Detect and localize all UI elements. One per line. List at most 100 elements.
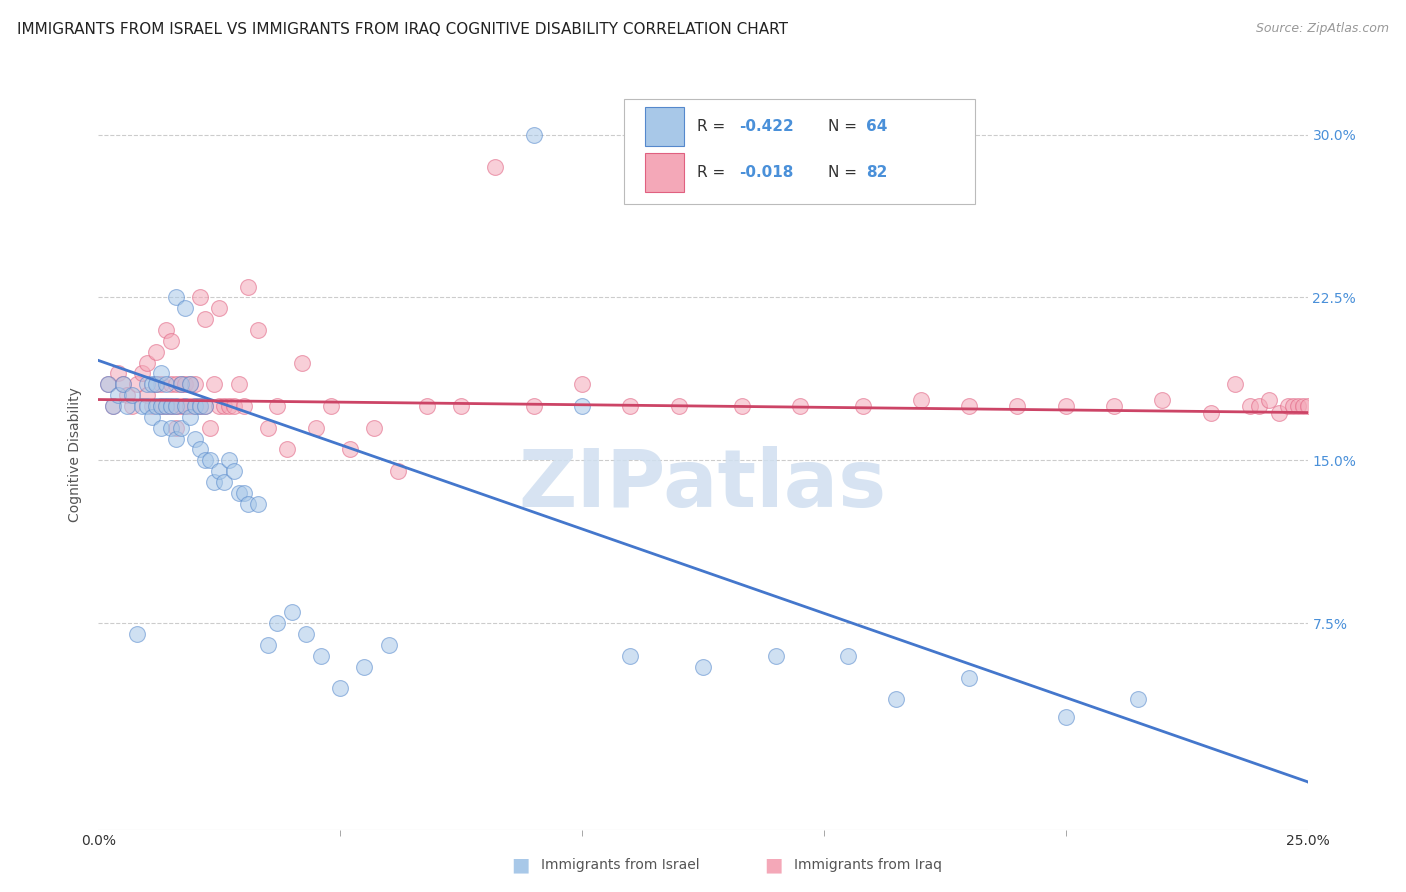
Point xyxy=(135,377,157,392)
Point xyxy=(141,377,163,392)
Point xyxy=(837,648,859,663)
Point xyxy=(160,334,183,348)
Text: -0.018: -0.018 xyxy=(740,165,793,180)
Point xyxy=(188,399,211,413)
Point xyxy=(222,399,245,413)
Point xyxy=(117,399,139,413)
Point xyxy=(218,399,240,413)
Point xyxy=(101,399,124,413)
Point xyxy=(1249,399,1271,413)
Point xyxy=(188,442,211,457)
Point xyxy=(165,399,187,413)
Point xyxy=(194,399,217,413)
Point xyxy=(387,464,409,478)
Y-axis label: Cognitive Disability: Cognitive Disability xyxy=(69,387,83,523)
Text: ■: ■ xyxy=(763,855,783,875)
Point xyxy=(619,648,641,663)
Point xyxy=(121,399,143,413)
Point xyxy=(208,399,231,413)
Point xyxy=(1054,709,1077,723)
Point xyxy=(165,399,187,413)
Point xyxy=(692,659,714,673)
Point xyxy=(127,377,149,392)
Point xyxy=(309,648,332,663)
Point xyxy=(160,421,183,435)
Point xyxy=(150,377,173,392)
Point xyxy=(212,475,235,489)
Point xyxy=(135,399,157,413)
Point xyxy=(765,648,787,663)
Point xyxy=(188,399,211,413)
Point xyxy=(117,388,139,402)
Text: Source: ZipAtlas.com: Source: ZipAtlas.com xyxy=(1256,22,1389,36)
Point xyxy=(731,399,754,413)
Point xyxy=(131,399,153,413)
Point xyxy=(165,421,187,435)
Point xyxy=(363,421,385,435)
Point xyxy=(111,377,134,392)
FancyBboxPatch shape xyxy=(624,99,976,204)
Point xyxy=(1054,399,1077,413)
Point xyxy=(353,659,375,673)
FancyBboxPatch shape xyxy=(645,107,683,146)
Point xyxy=(1282,399,1305,413)
Point xyxy=(957,399,980,413)
Point xyxy=(160,399,183,413)
Point xyxy=(127,627,149,641)
Point xyxy=(165,290,187,304)
Point xyxy=(290,356,312,370)
Point xyxy=(228,377,250,392)
Point xyxy=(339,442,361,457)
Point xyxy=(107,388,129,402)
Point xyxy=(198,453,221,467)
Text: Immigrants from Israel: Immigrants from Israel xyxy=(541,858,700,872)
Point xyxy=(111,377,134,392)
Point xyxy=(619,399,641,413)
Point xyxy=(957,671,980,685)
Point xyxy=(150,399,173,413)
Point xyxy=(1007,399,1029,413)
Point xyxy=(212,399,235,413)
Point xyxy=(160,377,183,392)
Point xyxy=(1292,399,1315,413)
Point xyxy=(194,399,217,413)
Point xyxy=(218,453,240,467)
Point xyxy=(101,399,124,413)
Point xyxy=(232,399,254,413)
Text: R =: R = xyxy=(697,165,730,180)
Point xyxy=(329,681,352,696)
Text: 64: 64 xyxy=(866,120,887,134)
Point xyxy=(266,616,288,631)
Point xyxy=(1199,406,1222,420)
Point xyxy=(165,432,187,446)
Point xyxy=(160,399,183,413)
Point xyxy=(319,399,342,413)
Point xyxy=(295,627,318,641)
Point xyxy=(174,399,197,413)
Point xyxy=(179,377,201,392)
Point xyxy=(155,323,177,337)
Point xyxy=(150,399,173,413)
Point xyxy=(179,377,201,392)
Point xyxy=(204,377,226,392)
Point xyxy=(789,399,811,413)
Point xyxy=(155,399,177,413)
Point xyxy=(247,323,270,337)
Point xyxy=(155,399,177,413)
Point xyxy=(150,421,173,435)
Point xyxy=(668,399,690,413)
Point xyxy=(305,421,328,435)
Point xyxy=(571,377,593,392)
Point xyxy=(281,606,304,620)
Point xyxy=(1286,399,1309,413)
Point xyxy=(266,399,288,413)
Point xyxy=(145,377,167,392)
Point xyxy=(232,486,254,500)
FancyBboxPatch shape xyxy=(645,153,683,192)
Text: N =: N = xyxy=(828,120,862,134)
Point xyxy=(179,409,201,424)
Point xyxy=(523,399,546,413)
Point xyxy=(208,301,231,316)
Point xyxy=(174,377,197,392)
Point xyxy=(194,312,217,326)
